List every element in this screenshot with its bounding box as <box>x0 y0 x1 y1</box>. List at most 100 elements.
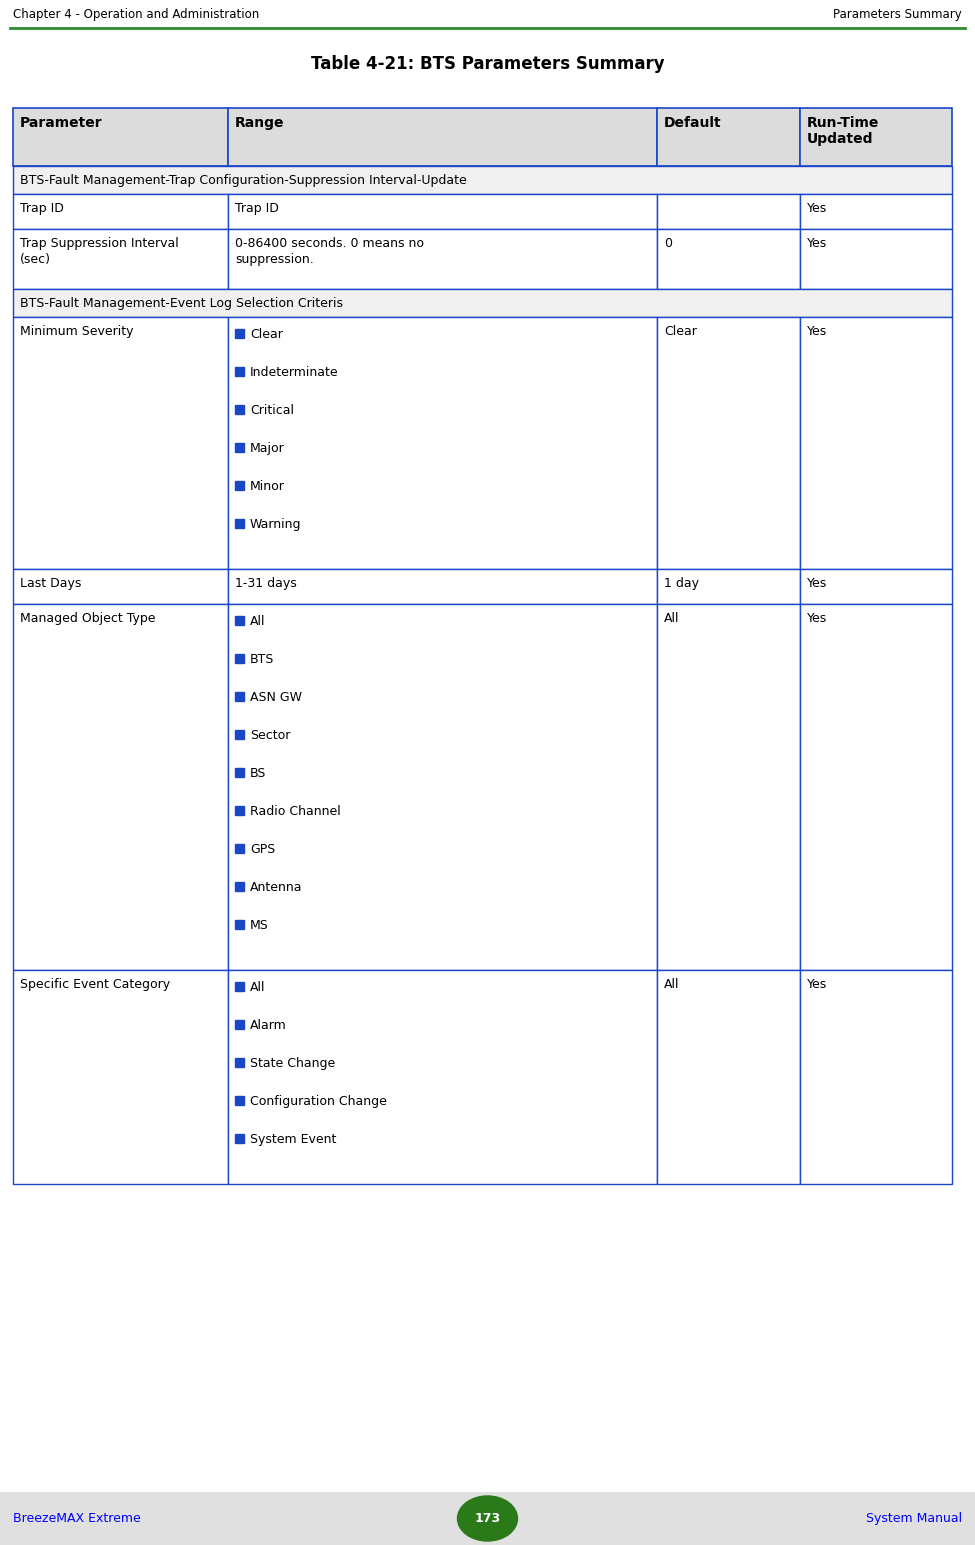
Text: GPS: GPS <box>250 844 275 856</box>
Bar <box>800 108 952 165</box>
Bar <box>235 616 244 626</box>
Text: Trap Suppression Interval: Trap Suppression Interval <box>20 236 178 250</box>
Bar <box>228 970 657 1183</box>
Bar <box>657 604 800 970</box>
Bar <box>800 195 952 229</box>
Bar <box>235 1095 244 1105</box>
Bar <box>235 806 244 816</box>
Bar <box>235 882 244 891</box>
Bar <box>13 195 228 229</box>
Bar <box>800 569 952 604</box>
Bar <box>235 692 244 701</box>
Bar <box>657 970 800 1183</box>
Bar <box>235 1020 244 1029</box>
Bar <box>800 229 952 289</box>
Text: Default: Default <box>664 116 722 130</box>
Text: System Manual: System Manual <box>866 1513 962 1525</box>
Bar <box>228 229 657 289</box>
Bar <box>235 480 244 490</box>
Bar <box>235 329 244 338</box>
Text: 0-86400 seconds. 0 means no: 0-86400 seconds. 0 means no <box>235 236 424 250</box>
Text: Yes: Yes <box>807 324 827 338</box>
Bar <box>235 1134 244 1143</box>
Bar <box>13 970 228 1183</box>
Text: Minimum Severity: Minimum Severity <box>20 324 134 338</box>
Text: Last Days: Last Days <box>20 576 81 590</box>
Bar <box>800 604 952 970</box>
Text: Table 4-21: BTS Parameters Summary: Table 4-21: BTS Parameters Summary <box>311 56 664 73</box>
Bar <box>235 1058 244 1068</box>
Text: BTS: BTS <box>250 654 274 666</box>
Text: Clear: Clear <box>250 328 283 341</box>
Text: Parameter: Parameter <box>20 116 102 130</box>
Text: Minor: Minor <box>250 480 285 493</box>
Text: Yes: Yes <box>807 576 827 590</box>
Bar <box>235 443 244 453</box>
Text: 1-31 days: 1-31 days <box>235 576 296 590</box>
Text: BreezeMAX Extreme: BreezeMAX Extreme <box>13 1513 140 1525</box>
Bar <box>228 569 657 604</box>
Text: All: All <box>664 612 680 626</box>
Text: 1 day: 1 day <box>664 576 699 590</box>
Bar <box>235 368 244 375</box>
Text: Chapter 4 - Operation and Administration: Chapter 4 - Operation and Administration <box>13 8 259 22</box>
Bar <box>657 108 800 165</box>
Text: BS: BS <box>250 766 266 780</box>
Text: MS: MS <box>250 919 269 932</box>
Bar <box>13 108 228 165</box>
Text: All: All <box>250 981 265 993</box>
Text: Run-Time
Updated: Run-Time Updated <box>807 116 879 147</box>
Text: All: All <box>250 615 265 627</box>
Bar <box>657 229 800 289</box>
Bar <box>228 604 657 970</box>
Text: Warning: Warning <box>250 518 301 531</box>
Bar <box>13 289 952 317</box>
Text: State Change: State Change <box>250 1057 335 1071</box>
Text: BTS-Fault Management-Event Log Selection Criteris: BTS-Fault Management-Event Log Selection… <box>20 297 343 311</box>
Text: Yes: Yes <box>807 612 827 626</box>
Text: BTS-Fault Management-Trap Configuration-Suppression Interval-Update: BTS-Fault Management-Trap Configuration-… <box>20 175 467 187</box>
Bar <box>235 844 244 853</box>
Text: Clear: Clear <box>664 324 697 338</box>
Text: ASN GW: ASN GW <box>250 691 302 705</box>
Text: Range: Range <box>235 116 285 130</box>
Bar <box>13 165 952 195</box>
Text: Yes: Yes <box>807 236 827 250</box>
Bar <box>13 317 228 569</box>
Bar <box>235 519 244 528</box>
Text: 173: 173 <box>475 1513 500 1525</box>
Bar <box>800 970 952 1183</box>
Text: Specific Event Category: Specific Event Category <box>20 978 170 990</box>
Bar <box>228 317 657 569</box>
Text: (sec): (sec) <box>20 253 51 266</box>
Bar <box>13 569 228 604</box>
Text: Yes: Yes <box>807 202 827 215</box>
Bar <box>228 195 657 229</box>
Bar <box>13 604 228 970</box>
Bar <box>235 983 244 990</box>
Bar <box>800 317 952 569</box>
Bar <box>235 729 244 739</box>
Text: Configuration Change: Configuration Change <box>250 1095 387 1108</box>
Text: 0: 0 <box>664 236 672 250</box>
Text: Major: Major <box>250 442 285 454</box>
Text: Managed Object Type: Managed Object Type <box>20 612 155 626</box>
Text: All: All <box>664 978 680 990</box>
Bar <box>13 229 228 289</box>
Bar <box>235 405 244 414</box>
Bar <box>657 569 800 604</box>
Text: Indeterminate: Indeterminate <box>250 366 338 379</box>
Text: Antenna: Antenna <box>250 881 302 895</box>
Bar <box>0 1492 975 1545</box>
Text: Radio Channel: Radio Channel <box>250 805 340 817</box>
Text: Critical: Critical <box>250 403 294 417</box>
Bar <box>235 654 244 663</box>
Bar <box>657 317 800 569</box>
Text: Sector: Sector <box>250 729 291 742</box>
Text: Parameters Summary: Parameters Summary <box>834 8 962 22</box>
Text: System Event: System Event <box>250 1132 336 1146</box>
Bar <box>228 108 657 165</box>
Bar <box>235 919 244 929</box>
Bar <box>657 195 800 229</box>
Text: suppression.: suppression. <box>235 253 314 266</box>
